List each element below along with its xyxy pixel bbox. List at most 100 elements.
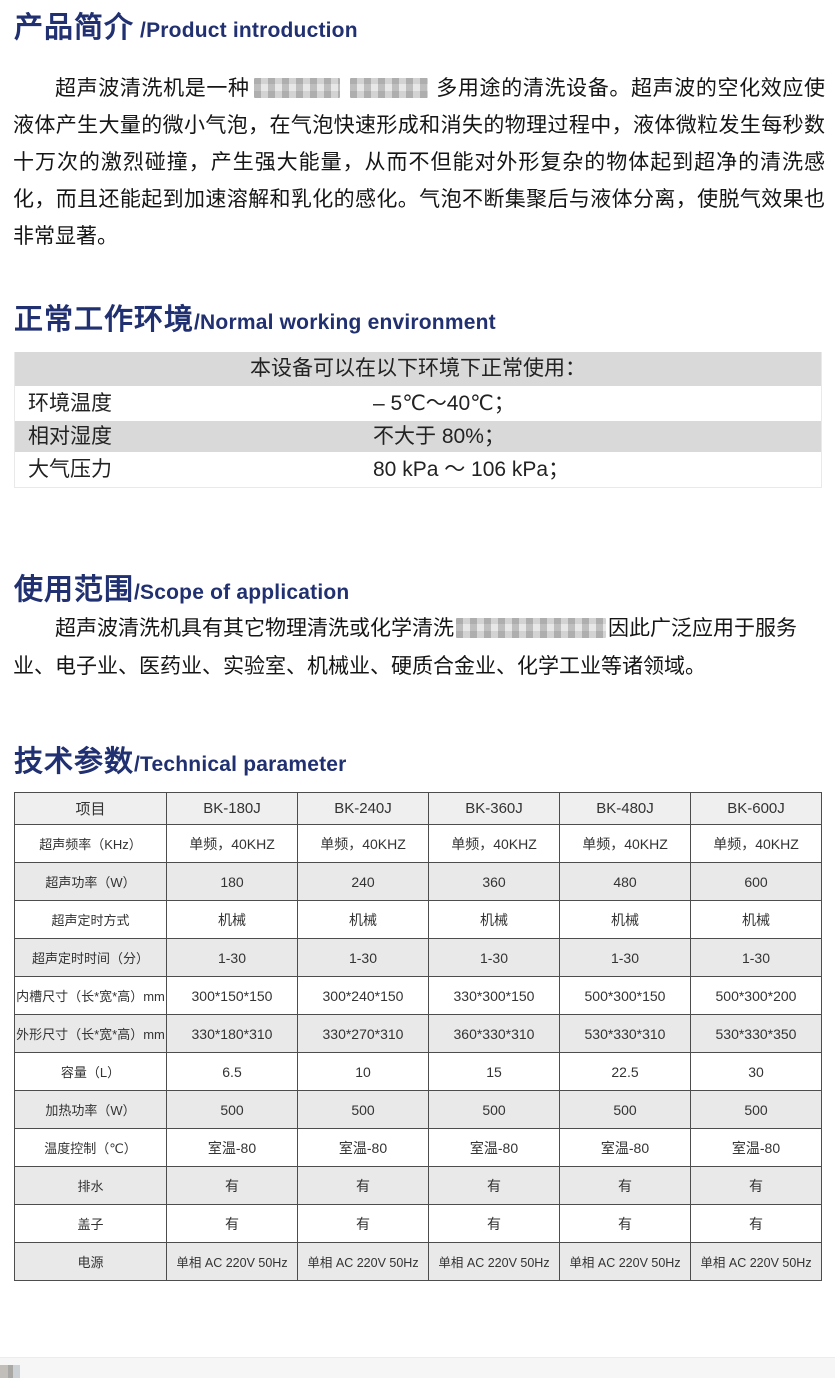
section-heading-product-introduction: 产品简介 /Product introduction bbox=[14, 4, 358, 46]
heading-en: /Product introduction bbox=[134, 19, 358, 42]
env-row-label: 环境温度 bbox=[28, 392, 112, 415]
tech-cell-value: 1-30 bbox=[297, 938, 429, 977]
tech-cell-value: 单频，40KHZ bbox=[428, 824, 560, 863]
tech-cell-value: 330*300*150 bbox=[428, 976, 560, 1015]
heading-en: /Technical parameter bbox=[134, 753, 347, 776]
tech-column-header: 项目 bbox=[14, 792, 167, 825]
tech-table-row: 电源 单相 AC 220V 50Hz 单相 AC 220V 50Hz 单相 AC 22… bbox=[14, 1242, 822, 1281]
tech-cell-value: 330*180*310 bbox=[166, 1014, 298, 1053]
section-heading-normal-working-environment: 正常工作环境/Normal working environment bbox=[14, 296, 496, 338]
tech-cell-value: 机械 bbox=[297, 900, 429, 939]
env-row-label: 相对湿度 bbox=[28, 425, 112, 448]
tech-cell-value: 单频，40KHZ bbox=[690, 824, 822, 863]
scope-text-before-blur: 超声波清洗机具有其它物理清洗或化学清洗 bbox=[55, 617, 454, 640]
env-row: 环境温度 – 5℃～40℃； bbox=[15, 388, 821, 421]
env-row-value: – 5℃～40℃； bbox=[373, 392, 515, 415]
tech-header-row: 项目 BK-180J BK-240J BK-360J BK-480J BK-600J bbox=[14, 792, 822, 825]
tech-cell-value: 室温-80 bbox=[297, 1128, 429, 1167]
tech-cell-value: 有 bbox=[297, 1204, 429, 1243]
tech-cell-value: 机械 bbox=[690, 900, 822, 939]
tech-cell-value: 1-30 bbox=[166, 938, 298, 977]
tech-column-header: BK-240J bbox=[297, 792, 429, 825]
tech-cell-value: 机械 bbox=[559, 900, 691, 939]
tech-table-body: 超声频率（KHz） 单频，40KHZ 单频，40KHZ 单频，40KHZ 单频，40KH… bbox=[14, 824, 822, 1281]
tech-cell-value: 360*330*310 bbox=[428, 1014, 560, 1053]
tech-cell-value: 单相 AC 220V 50Hz bbox=[166, 1242, 298, 1281]
censored-text-block bbox=[349, 78, 428, 98]
tech-cell-value: 单相 AC 220V 50Hz bbox=[559, 1242, 691, 1281]
tech-cell-value: 10 bbox=[297, 1052, 429, 1091]
partial-image-corner bbox=[0, 1365, 20, 1378]
env-row-label: 大气压力 bbox=[28, 458, 112, 481]
section-heading-scope-of-application: 使用范围/Scope of application bbox=[14, 566, 349, 608]
tech-cell-value: 机械 bbox=[166, 900, 298, 939]
tech-cell-value: 1-30 bbox=[690, 938, 822, 977]
tech-cell-value: 有 bbox=[690, 1204, 822, 1243]
tech-cell-value: 22.5 bbox=[559, 1052, 691, 1091]
tech-table-row: 排水有有有有有 bbox=[14, 1166, 822, 1205]
environment-table: 本设备可以在以下环境下正常使用： 环境温度 – 5℃～40℃； 相对湿度 不大于 80… bbox=[14, 352, 822, 488]
tech-table-row: 内槽尺寸（长*宽*高）mm 300*150*150 300*240*150 330*3… bbox=[14, 976, 822, 1015]
tech-cell-value: 530*330*310 bbox=[559, 1014, 691, 1053]
tech-column-header: BK-360J bbox=[428, 792, 560, 825]
tech-row-label: 超声功率（W） bbox=[14, 862, 167, 901]
tech-cell-value: 300*240*150 bbox=[297, 976, 429, 1015]
tech-table-row: 容量（L） 6.5 10 15 22.5 30 bbox=[14, 1052, 822, 1091]
tech-cell-value: 1-30 bbox=[559, 938, 691, 977]
tech-cell-value: 330*270*310 bbox=[297, 1014, 429, 1053]
scope-of-application-paragraph: 超声波清洗机具有其它物理清洗或化学清洗 因此广泛应用于服务业、电子业、医药业、实验… bbox=[13, 610, 835, 686]
technical-parameter-table: 项目 BK-180J BK-240J BK-360J BK-480J BK-600J 超声… bbox=[14, 792, 822, 1281]
heading-zh: 使用范围 bbox=[14, 574, 135, 606]
tech-cell-value: 有 bbox=[166, 1166, 298, 1205]
tech-cell-value: 300*150*150 bbox=[166, 976, 298, 1015]
environment-table-rows: 环境温度 – 5℃～40℃； 相对湿度 不大于 80%； 大气压力 80 kPa ～ 10… bbox=[15, 388, 821, 487]
tech-row-label: 超声定时时间（分） bbox=[14, 938, 167, 977]
tech-cell-value: 500 bbox=[297, 1090, 429, 1129]
heading-en: /Normal working environment bbox=[194, 311, 496, 334]
tech-row-label: 电源 bbox=[14, 1242, 167, 1281]
tech-cell-value: 30 bbox=[690, 1052, 822, 1091]
tech-row-label: 容量（L） bbox=[14, 1052, 167, 1091]
tech-table-row: 盖子有有有有有 bbox=[14, 1204, 822, 1243]
tech-cell-value: 500*300*200 bbox=[690, 976, 822, 1015]
tech-column-header: BK-480J bbox=[559, 792, 691, 825]
intro-text-before-blur: 超声波清洗机是一种 bbox=[55, 77, 250, 100]
censored-text-block bbox=[253, 78, 340, 98]
tech-cell-value: 单相 AC 220V 50Hz bbox=[297, 1242, 429, 1281]
tech-cell-value: 500 bbox=[690, 1090, 822, 1129]
scope-text-after-blur: 因此广泛应用于服务业、电子业、医药业、实验室、机械业、硬质合金业、化学工业等诸领… bbox=[13, 617, 797, 678]
tech-cell-value: 室温-80 bbox=[559, 1128, 691, 1167]
tech-cell-value: 1-30 bbox=[428, 938, 560, 977]
tech-table-row: 超声定时方式 机械 机械 机械 机械 机械 bbox=[14, 900, 822, 939]
tech-cell-value: 单频，40KHZ bbox=[297, 824, 429, 863]
tech-cell-value: 有 bbox=[428, 1166, 560, 1205]
tech-row-label: 排水 bbox=[14, 1166, 167, 1205]
heading-en: /Scope of application bbox=[134, 581, 350, 604]
tech-cell-value: 有 bbox=[559, 1166, 691, 1205]
tech-row-label: 加热功率（W） bbox=[14, 1090, 167, 1129]
section-heading-technical-parameter: 技术参数/Technical parameter bbox=[14, 738, 347, 780]
tech-cell-value: 480 bbox=[559, 862, 691, 901]
tech-cell-value: 单频，40KHZ bbox=[559, 824, 691, 863]
tech-table-row: 加热功率（W） 500 500 500 500 500 bbox=[14, 1090, 822, 1129]
tech-cell-value: 500 bbox=[428, 1090, 560, 1129]
tech-table-header: 项目 BK-180J BK-240J BK-360J BK-480J BK-600J bbox=[14, 792, 822, 825]
tech-cell-value: 单相 AC 220V 50Hz bbox=[690, 1242, 822, 1281]
tech-cell-value: 单频，40KHZ bbox=[166, 824, 298, 863]
environment-table-caption: 本设备可以在以下环境下正常使用： bbox=[15, 352, 821, 388]
tech-cell-value: 室温-80 bbox=[428, 1128, 560, 1167]
tech-table-row: 温度控制（℃） 室温-80 室温-80 室温-80 室温-80 室温-80 bbox=[14, 1128, 822, 1167]
tech-cell-value: 有 bbox=[690, 1166, 822, 1205]
tech-row-label: 超声定时方式 bbox=[14, 900, 167, 939]
tech-cell-value: 180 bbox=[166, 862, 298, 901]
tech-table-row: 外形尺寸（长*宽*高）mm 330*180*310 330*270*310 360*3… bbox=[14, 1014, 822, 1053]
tech-table-row: 超声定时时间（分） 1-30 1-30 1-30 1-30 1-30 bbox=[14, 938, 822, 977]
tech-table-row: 超声功率（W） 180 240 360 480 600 bbox=[14, 862, 822, 901]
heading-zh: 技术参数 bbox=[14, 746, 135, 778]
tech-cell-value: 500 bbox=[166, 1090, 298, 1129]
tech-cell-value: 600 bbox=[690, 862, 822, 901]
tech-row-label: 内槽尺寸（长*宽*高）mm bbox=[14, 976, 167, 1015]
censored-text-block bbox=[456, 618, 606, 638]
tech-cell-value: 有 bbox=[166, 1204, 298, 1243]
